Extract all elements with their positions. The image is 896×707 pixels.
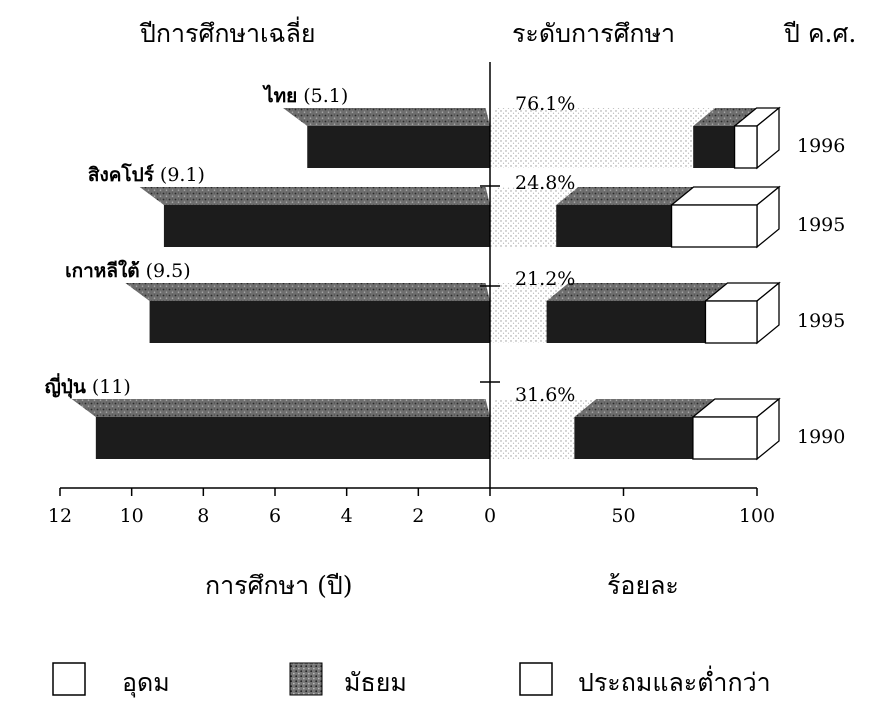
right-axis-title: ร้อยละ — [607, 571, 679, 600]
country-label-0: ไทย — [262, 84, 297, 107]
percent-label-3: 31.6% — [515, 384, 575, 406]
legend: อุดม มัธยม ประถมและต่ำกว่า — [52, 662, 771, 698]
left-tick-label-6: 0 — [484, 505, 496, 527]
higher-bar-0 — [733, 125, 758, 169]
legend-label-primary: ประถมและต่ำกว่า — [578, 665, 771, 697]
axes: 12 10 8 6 4 2 0 50 100 — [48, 62, 775, 527]
left-bar-top-2 — [125, 283, 490, 301]
right-tick-label-2: 100 — [739, 505, 775, 527]
legend-swatch-secondary — [289, 662, 323, 696]
value-label-1: (9.1) — [160, 164, 205, 186]
country-label-1: สิงคโปร์ — [88, 163, 155, 186]
primary-top-1 — [490, 187, 579, 205]
primary-top-0 — [490, 108, 716, 126]
left-bar-top-0 — [283, 108, 490, 126]
value-label-0: (5.1) — [303, 85, 348, 107]
value-label-3: (11) — [92, 376, 131, 398]
left-tick-label-5: 2 — [412, 505, 424, 527]
secondary-top-3 — [574, 399, 715, 417]
left-axis-title: การศึกษา (ปี) — [205, 571, 352, 600]
primary-bar-2 — [490, 301, 547, 343]
country-label-2: เกาหลีใต้ — [65, 259, 139, 282]
left-tick-label-3: 6 — [269, 505, 281, 527]
year-label-1: 1995 — [797, 214, 845, 236]
left-bar-0 — [307, 126, 490, 168]
left-tick-label-0: 12 — [48, 505, 72, 527]
percent-label-2: 21.2% — [515, 268, 575, 290]
left-bar-2 — [149, 301, 491, 343]
higher-bar-3 — [692, 416, 758, 460]
secondary-top-2 — [546, 283, 728, 301]
left-bar-1 — [163, 205, 490, 247]
left-bar-top-1 — [139, 187, 490, 205]
higher-bar-2 — [704, 300, 758, 344]
left-panel-title: ปีการศึกษาเฉลี่ย — [139, 16, 315, 48]
percent-label-1: 24.8% — [515, 172, 575, 194]
right-stacked-bars: 76.1% 1996 24.8% 1995 21.2% 1995 31.6% 1990 — [490, 93, 845, 461]
right-panel-title: ระดับการศึกษา — [512, 19, 675, 48]
left-bar-top-3 — [71, 399, 490, 417]
left-tick-label-4: 4 — [341, 505, 353, 527]
left-tick-label-1: 10 — [120, 505, 144, 527]
year-label-2: 1995 — [797, 310, 845, 332]
secondary-top-1 — [556, 187, 694, 205]
year-column-title: ปี ค.ศ. — [783, 19, 856, 48]
legend-label-higher: อุดม — [122, 668, 170, 698]
right-tick-label-1: 50 — [611, 505, 635, 527]
primary-top-3 — [490, 399, 597, 417]
primary-bar-1 — [490, 205, 557, 247]
year-label-3: 1990 — [797, 426, 845, 448]
percent-label-0: 76.1% — [515, 93, 575, 115]
primary-bar-3 — [490, 417, 575, 459]
secondary-bar-1 — [556, 205, 672, 247]
higher-bar-1 — [670, 204, 758, 248]
primary-bar-0 — [490, 126, 694, 168]
secondary-bar-0 — [693, 126, 735, 168]
left-bars: ไทย (5.1) สิงคโปร์ (9.1) เกาหลีใต้ (9.5) ญี่ปุ… — [45, 84, 491, 459]
secondary-top-0 — [693, 108, 757, 126]
legend-swatch-higher — [52, 662, 86, 696]
country-label-3: ญี่ปุ่น — [45, 373, 86, 399]
legend-swatch-primary — [519, 662, 553, 696]
secondary-bar-3 — [574, 417, 693, 459]
left-bar-3 — [95, 417, 490, 459]
primary-top-2 — [490, 283, 569, 301]
year-label-0: 1996 — [797, 135, 845, 157]
legend-label-secondary: มัธยม — [344, 668, 407, 697]
value-label-2: (9.5) — [146, 260, 191, 282]
left-tick-label-2: 8 — [197, 505, 209, 527]
secondary-bar-2 — [546, 301, 706, 343]
